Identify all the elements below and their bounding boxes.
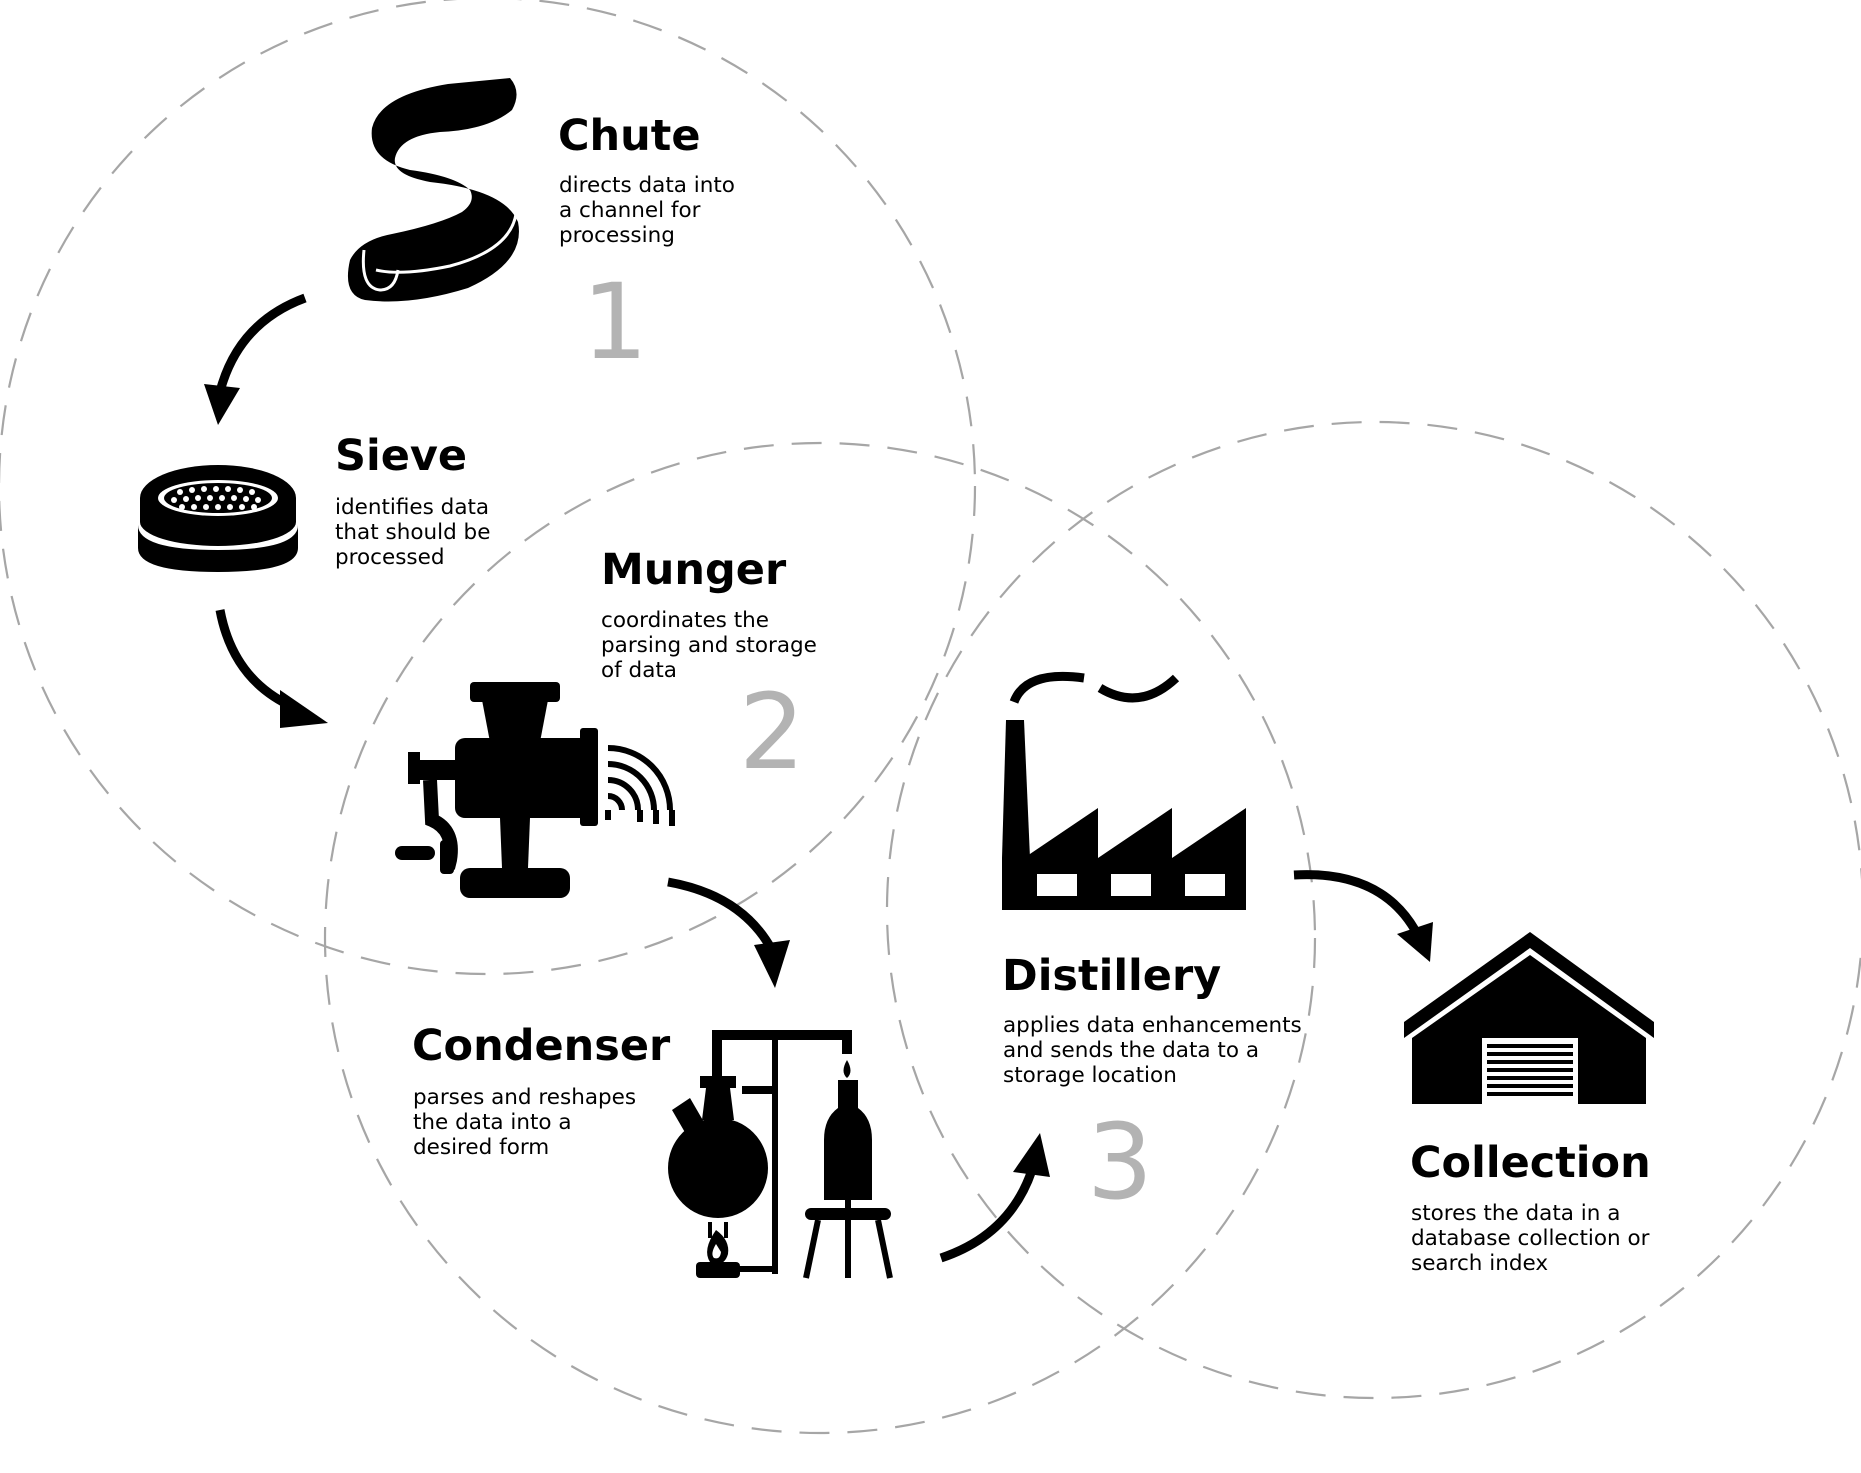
stage-desc-line: processed — [335, 545, 445, 570]
phase-number-2: 2 — [739, 671, 805, 793]
stage-condenser: Condenser parses and reshapes the data i… — [412, 1021, 671, 1160]
stage-desc-line: database collection or — [1411, 1226, 1650, 1251]
stage-sieve: Sieve identifies data that should be pro… — [335, 431, 490, 570]
phase-number-1: 1 — [582, 261, 648, 383]
stage-chute: Chute directs data into a channel for pr… — [558, 111, 735, 248]
stage-desc-line: and sends the data to a — [1003, 1038, 1259, 1063]
distillation-apparatus-icon — [668, 1030, 893, 1279]
stage-desc-line: coordinates the — [601, 608, 769, 633]
meat-grinder-icon — [395, 682, 675, 898]
stage-desc-line: that should be — [335, 520, 490, 545]
stage-desc-line: directs data into — [559, 173, 735, 198]
stage-desc-line: parses and reshapes — [413, 1085, 636, 1110]
stage-desc-line: the data into a — [413, 1110, 572, 1135]
stage-desc-line: parsing and storage — [601, 633, 817, 658]
stage-desc-line: applies data enhancements — [1003, 1013, 1302, 1038]
warehouse-icon — [1404, 932, 1654, 1104]
stage-distillery: Distillery applies data enhancements and… — [1002, 951, 1302, 1088]
stage-desc-line: a channel for — [559, 198, 701, 223]
stage-collection: Collection stores the data in a database… — [1410, 1138, 1651, 1276]
stage-title: Condenser — [412, 1021, 671, 1071]
stage-title: Sieve — [335, 431, 467, 481]
phase-number-3: 3 — [1087, 1101, 1153, 1223]
arrow-distillery-to-collection — [1293, 870, 1433, 962]
stage-desc-line: storage location — [1003, 1063, 1177, 1088]
arrow-sieve-to-munger — [215, 609, 328, 728]
stage-desc-line: processing — [559, 223, 675, 248]
chute-icon — [347, 78, 519, 302]
stage-desc-line: identifies data — [335, 495, 489, 520]
phase-ring-2 — [323, 441, 1317, 1435]
phase-rings — [0, 0, 1861, 1435]
phase-ring-1 — [0, 0, 976, 975]
stage-desc-line: stores the data in a — [1411, 1201, 1620, 1226]
arrow-munger-to-condenser — [667, 877, 790, 988]
stage-title: Collection — [1410, 1138, 1651, 1188]
flow-arrows — [204, 293, 1433, 1263]
arrow-condenser-to-distillery — [939, 1133, 1050, 1263]
stage-title: Munger — [601, 545, 787, 595]
stage-desc-line: search index — [1411, 1251, 1548, 1276]
stage-title: Chute — [558, 111, 701, 161]
stage-desc-line: desired form — [413, 1135, 549, 1160]
factory-icon — [1002, 671, 1246, 910]
stage-munger: Munger coordinates the parsing and stora… — [601, 545, 817, 683]
arrow-chute-to-sieve — [204, 293, 307, 425]
sieve-icon — [138, 465, 298, 572]
stage-desc-line: of data — [601, 658, 677, 683]
stage-title: Distillery — [1002, 951, 1221, 1001]
